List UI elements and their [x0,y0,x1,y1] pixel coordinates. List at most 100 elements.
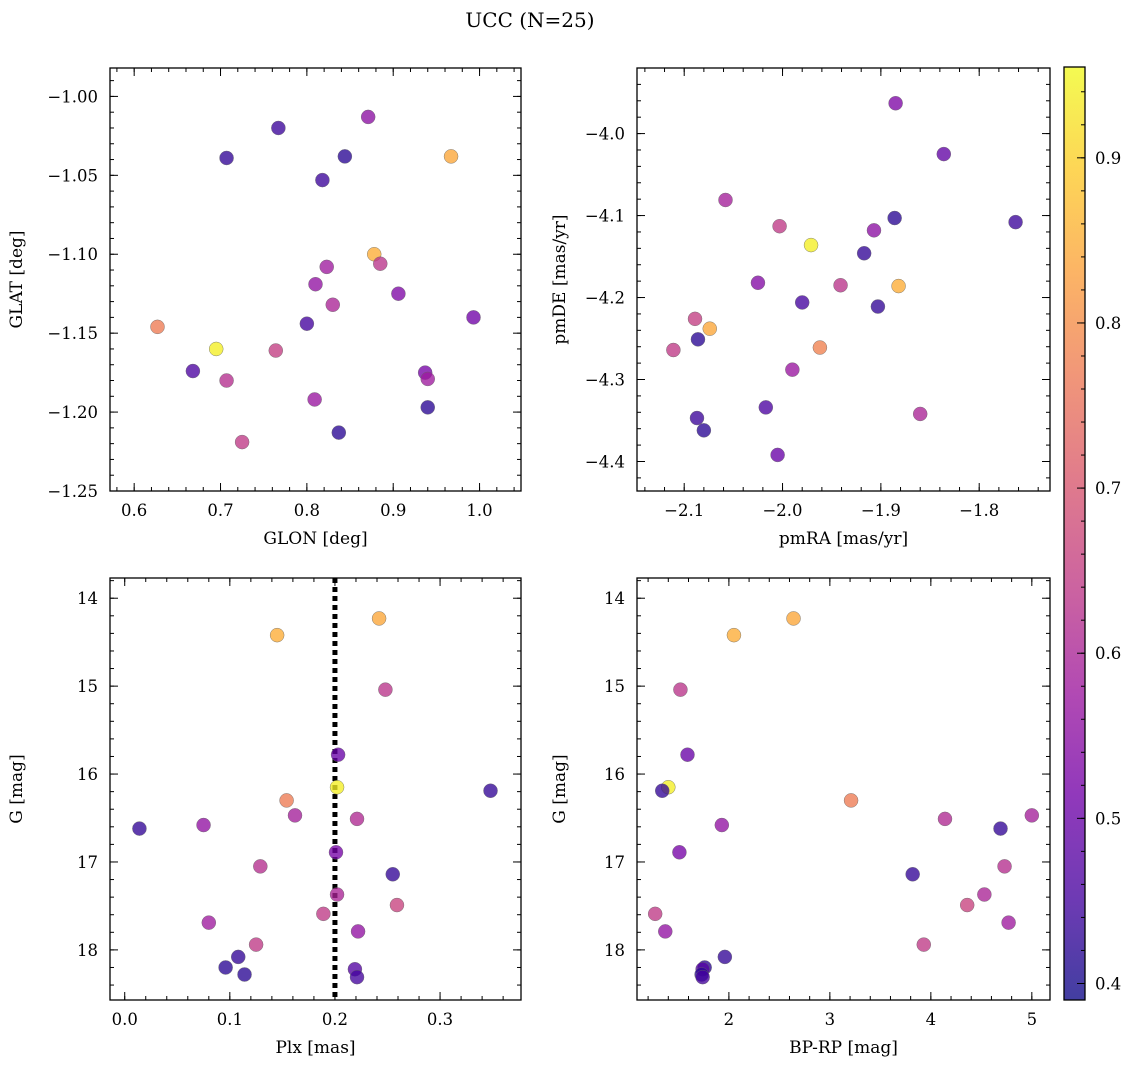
data-point [993,821,1008,836]
data-point [888,96,903,111]
x-tick-label: 4 [926,1010,937,1029]
x-tick-label: 1.0 [466,501,492,520]
y-tick-label: −4.2 [585,289,625,308]
y-axis-label: pmDE [mas/yr] [550,214,570,344]
figure-title: UCC (N=25) [465,8,595,32]
axes-frame [636,67,1051,492]
y-tick-label: −4.4 [585,452,625,471]
y-tick-label: 16 [77,765,98,784]
data-point [702,321,717,336]
data-point [234,434,250,450]
data-point [937,811,953,827]
x-tick-label: 0.2 [322,1010,348,1029]
data-point [1001,915,1016,930]
colorbar-tick-label: 0.8 [1095,314,1121,333]
y-tick-label: 17 [604,853,625,872]
data-point [687,311,703,327]
data-point [833,278,848,293]
x-tick-label: 0.3 [427,1010,453,1029]
axes-frame [109,67,522,492]
y-tick-label: 18 [77,941,98,960]
colorbar-tick-label: 0.4 [1095,974,1121,993]
y-axis-label: G [mag] [7,754,27,823]
data-point [389,897,405,913]
x-axis-label: Plx [mas] [275,1038,355,1058]
data-point [666,342,681,358]
data-point [331,425,347,440]
x-axis-label: pmRA [mas/yr] [779,529,908,549]
data-point [812,340,828,355]
colorbar-tick-label: 0.6 [1095,644,1121,663]
data-point [269,627,285,643]
data-point [185,363,201,379]
data-point [132,821,147,836]
data-point [714,817,730,833]
data-point [786,611,801,626]
x-tick-label: 0.0 [112,1010,138,1029]
data-point [887,210,902,226]
data-point [690,332,706,347]
x-axis-label: GLON [deg] [263,529,367,549]
data-point [308,277,323,292]
data-point [279,793,294,808]
data-point [248,937,264,952]
data-point [856,246,872,261]
data-point [150,319,165,335]
data-point [726,627,742,643]
data-point [770,447,785,463]
x-tick-label: 2 [724,1010,735,1029]
data-point [750,275,766,290]
data-point [316,906,331,922]
y-tick-label: −1.20 [47,403,98,422]
data-point [1024,808,1040,823]
x-axis-label: BP-RP [mag] [789,1038,898,1058]
data-point [385,867,400,882]
y-axis-label: G [mag] [550,754,570,823]
y-tick-label: −1.00 [47,87,98,106]
data-point [870,299,886,314]
axes-frame [636,577,1051,1001]
data-point [330,747,346,762]
data-point [672,845,687,860]
data-point [201,915,217,930]
data-point [307,392,322,407]
data-point [209,341,224,357]
data-point [718,192,733,208]
data-point [758,400,774,415]
data-point [350,924,366,939]
axes-frame [109,577,522,1001]
data-point [337,149,353,164]
data-point [913,406,928,422]
data-point [483,783,498,798]
data-point [360,109,376,125]
data-point [349,969,365,985]
colorbar-tick-label: 0.7 [1095,479,1121,498]
data-point [328,845,344,860]
y-tick-label: 14 [604,589,625,608]
data-point [647,906,663,922]
x-tick-label: 0.6 [121,501,147,520]
scatter-panel-1: 0.6 0.7 0.8 0.9 1.0 −1.25 −1.20 −1.15 −1.10 −1.05… [7,67,522,549]
data-point [268,343,283,358]
data-point [977,887,992,902]
data-point [299,316,315,331]
y-tick-label: −1.10 [47,245,98,264]
data-point [696,423,712,438]
x-tick-label: 5 [1027,1010,1038,1029]
data-point [772,219,787,234]
data-point [373,256,388,271]
data-point [196,817,211,833]
data-point [443,149,459,164]
data-point [378,682,393,697]
data-point [866,223,882,238]
data-point [253,859,268,874]
x-tick-label: −1.9 [861,501,901,520]
data-point [319,259,334,275]
y-tick-label: −1.15 [47,324,98,343]
data-point [936,146,951,162]
data-point [271,120,286,136]
data-point [658,924,673,939]
x-tick-label: 0.7 [207,501,233,520]
data-point [997,859,1012,874]
